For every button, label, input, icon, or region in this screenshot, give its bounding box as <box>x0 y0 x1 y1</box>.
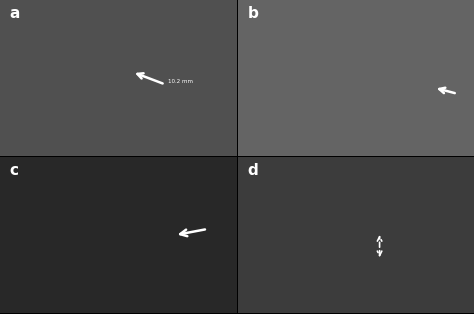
Text: b: b <box>247 6 258 21</box>
Text: a: a <box>9 6 20 21</box>
Text: d: d <box>247 163 258 178</box>
Text: c: c <box>9 163 18 178</box>
Text: 10.2 mm: 10.2 mm <box>168 79 192 84</box>
